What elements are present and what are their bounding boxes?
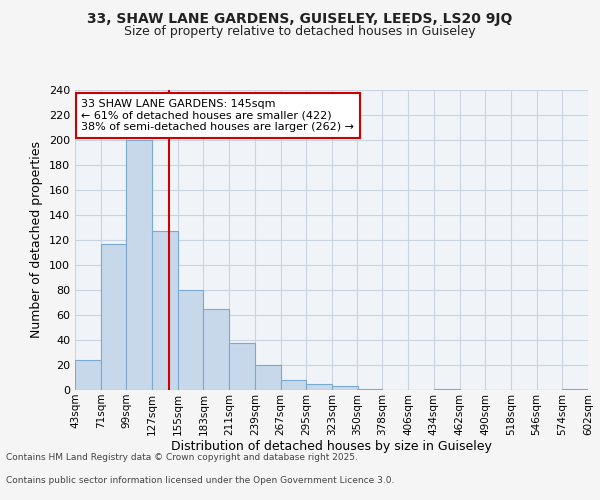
Bar [203, 308, 229, 390]
Bar [306, 384, 332, 390]
Bar [229, 342, 255, 390]
Text: Size of property relative to detached houses in Guiseley: Size of property relative to detached ho… [124, 25, 476, 38]
Bar [357, 389, 382, 390]
Bar [75, 360, 101, 390]
Text: Contains public sector information licensed under the Open Government Licence 3.: Contains public sector information licen… [6, 476, 394, 485]
Bar [127, 140, 152, 390]
Bar [434, 389, 460, 390]
X-axis label: Distribution of detached houses by size in Guiseley: Distribution of detached houses by size … [171, 440, 492, 454]
Bar [152, 231, 178, 390]
Text: Contains HM Land Registry data © Crown copyright and database right 2025.: Contains HM Land Registry data © Crown c… [6, 454, 358, 462]
Bar [281, 380, 306, 390]
Text: 33 SHAW LANE GARDENS: 145sqm
← 61% of detached houses are smaller (422)
38% of s: 33 SHAW LANE GARDENS: 145sqm ← 61% of de… [82, 99, 355, 132]
Bar [101, 244, 127, 390]
Bar [332, 386, 358, 390]
Bar [178, 290, 203, 390]
Bar [255, 365, 281, 390]
Text: 33, SHAW LANE GARDENS, GUISELEY, LEEDS, LS20 9JQ: 33, SHAW LANE GARDENS, GUISELEY, LEEDS, … [88, 12, 512, 26]
Y-axis label: Number of detached properties: Number of detached properties [31, 142, 43, 338]
Bar [562, 389, 588, 390]
